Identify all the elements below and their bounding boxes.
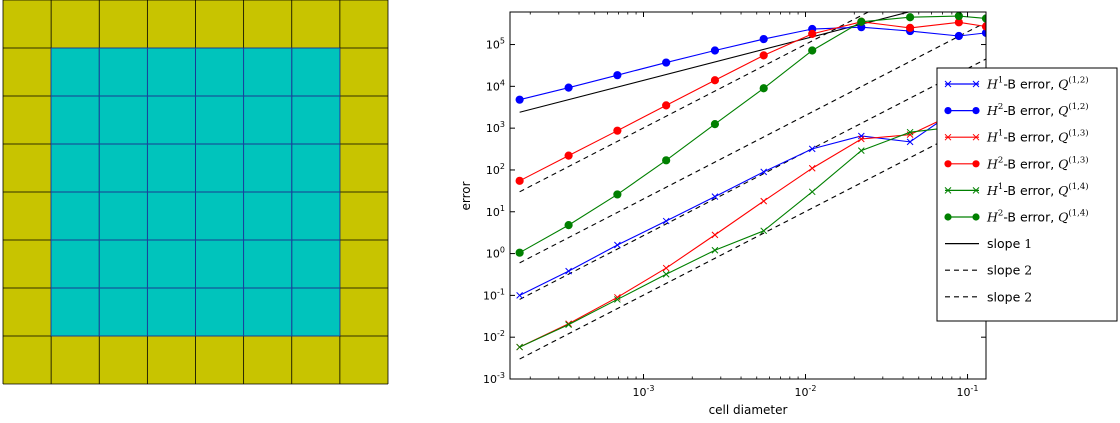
x-tick-label: 10-2 bbox=[795, 384, 817, 399]
data-point bbox=[759, 51, 768, 60]
series-line-5 bbox=[519, 121, 986, 348]
data-point bbox=[662, 58, 671, 67]
y-axis-label: error bbox=[459, 181, 473, 210]
data-point bbox=[710, 46, 720, 55]
data-point bbox=[565, 267, 572, 275]
data-point bbox=[564, 151, 573, 160]
data-point bbox=[759, 34, 768, 44]
plot-frame bbox=[509, 11, 987, 380]
data-point bbox=[760, 227, 768, 235]
reference-line-dashed bbox=[519, 118, 986, 360]
data-point bbox=[614, 296, 621, 303]
legend-label: H2-B error, Q(1,3) bbox=[986, 154, 1089, 171]
legend-box bbox=[936, 67, 1118, 322]
data-point bbox=[515, 176, 524, 185]
data-point bbox=[857, 132, 865, 140]
legend-entry: slope 2 bbox=[945, 263, 1032, 278]
data-point bbox=[760, 197, 768, 205]
series-line-4 bbox=[519, 21, 986, 182]
x-axis-label: cell diameter bbox=[709, 403, 788, 417]
data-point bbox=[760, 168, 768, 176]
reference-line-dashed bbox=[519, 21, 986, 264]
data-point bbox=[857, 17, 866, 26]
data-point bbox=[662, 101, 671, 110]
data-point bbox=[711, 246, 719, 254]
legend-entry: H2-B error, Q(1,2) bbox=[944, 101, 1089, 118]
series-line-6 bbox=[519, 15, 986, 254]
data-point bbox=[905, 23, 915, 32]
data-point bbox=[808, 29, 817, 38]
data-point bbox=[710, 119, 720, 129]
legend-entry: H2-B error, Q(1,4) bbox=[944, 208, 1089, 225]
x-tick-label: 10-3 bbox=[633, 384, 655, 399]
data-point bbox=[954, 12, 963, 21]
y-tick-label: 100 bbox=[486, 246, 505, 261]
legend-label: H1-B error, Q(1,3) bbox=[986, 128, 1089, 145]
data-point bbox=[759, 84, 768, 93]
legend-label: slope 2 bbox=[987, 263, 1032, 278]
series-line-2 bbox=[519, 26, 986, 101]
mesh-panel bbox=[2, 0, 389, 385]
data-point bbox=[515, 248, 524, 257]
legend-label: H2-B error, Q(1,4) bbox=[986, 208, 1089, 225]
data-point bbox=[516, 343, 523, 351]
data-point bbox=[857, 135, 865, 143]
data-point bbox=[711, 231, 719, 239]
legend-entry: slope 1 bbox=[945, 236, 1032, 251]
data-point bbox=[711, 193, 719, 200]
data-point bbox=[662, 270, 670, 278]
legend-entry: slope 2 bbox=[945, 289, 1032, 304]
legend-label: H1-B error, Q(1,2) bbox=[986, 75, 1089, 92]
legend-label: H2-B error, Q(1,2) bbox=[986, 101, 1089, 118]
legend-entry: H1-B error, Q(1,3) bbox=[944, 128, 1089, 145]
data-point bbox=[662, 217, 670, 225]
data-point bbox=[981, 14, 986, 23]
data-point bbox=[564, 83, 573, 92]
y-tick-label: 101 bbox=[486, 204, 505, 219]
data-point bbox=[905, 13, 915, 22]
x-tick-label: 10-1 bbox=[957, 384, 979, 399]
data-point bbox=[614, 241, 621, 249]
reference-line-dashed bbox=[519, 58, 986, 300]
y-tick-label: 102 bbox=[486, 162, 505, 177]
data-point bbox=[954, 31, 963, 41]
data-point bbox=[662, 156, 671, 165]
legend: H1-B error, Q(1,2) H2-B error, Q(1,2) H1-B… bbox=[936, 67, 1118, 322]
y-tick-label: 103 bbox=[486, 120, 505, 135]
data-point bbox=[808, 188, 816, 196]
legend-entry: H2-B error, Q(1,3) bbox=[944, 154, 1089, 171]
data-point bbox=[808, 145, 816, 153]
data-point bbox=[981, 22, 986, 31]
y-tick-label: 10-2 bbox=[483, 329, 505, 344]
legend-entry: H1-B error, Q(1,2) bbox=[944, 75, 1089, 92]
data-point bbox=[710, 76, 720, 85]
data-point bbox=[613, 126, 622, 135]
data-point bbox=[906, 128, 914, 136]
legend-entry: H1-B error, Q(1,4) bbox=[944, 181, 1089, 198]
data-point bbox=[564, 220, 573, 230]
reference-line-dashed bbox=[519, 12, 870, 193]
data-point bbox=[565, 321, 572, 328]
series-line-3 bbox=[519, 107, 986, 348]
data-point bbox=[808, 46, 817, 55]
y-tick-label: 10-3 bbox=[483, 371, 505, 386]
data-point bbox=[515, 95, 524, 104]
data-point bbox=[613, 71, 622, 80]
data-point bbox=[662, 264, 670, 272]
y-tick-label: 105 bbox=[486, 37, 505, 52]
data-point bbox=[981, 28, 986, 37]
data-point bbox=[516, 292, 523, 299]
data-point bbox=[906, 138, 914, 146]
data-point bbox=[613, 190, 622, 199]
legend-label: H1-B error, Q(1,4) bbox=[986, 181, 1089, 198]
y-tick-label: 10-1 bbox=[483, 287, 505, 302]
data-point bbox=[808, 164, 816, 172]
legend-label: slope 1 bbox=[987, 236, 1032, 251]
y-tick-label: 104 bbox=[486, 78, 505, 93]
legend-label: slope 2 bbox=[987, 289, 1032, 304]
data-point bbox=[857, 147, 865, 154]
data-point bbox=[614, 293, 621, 301]
